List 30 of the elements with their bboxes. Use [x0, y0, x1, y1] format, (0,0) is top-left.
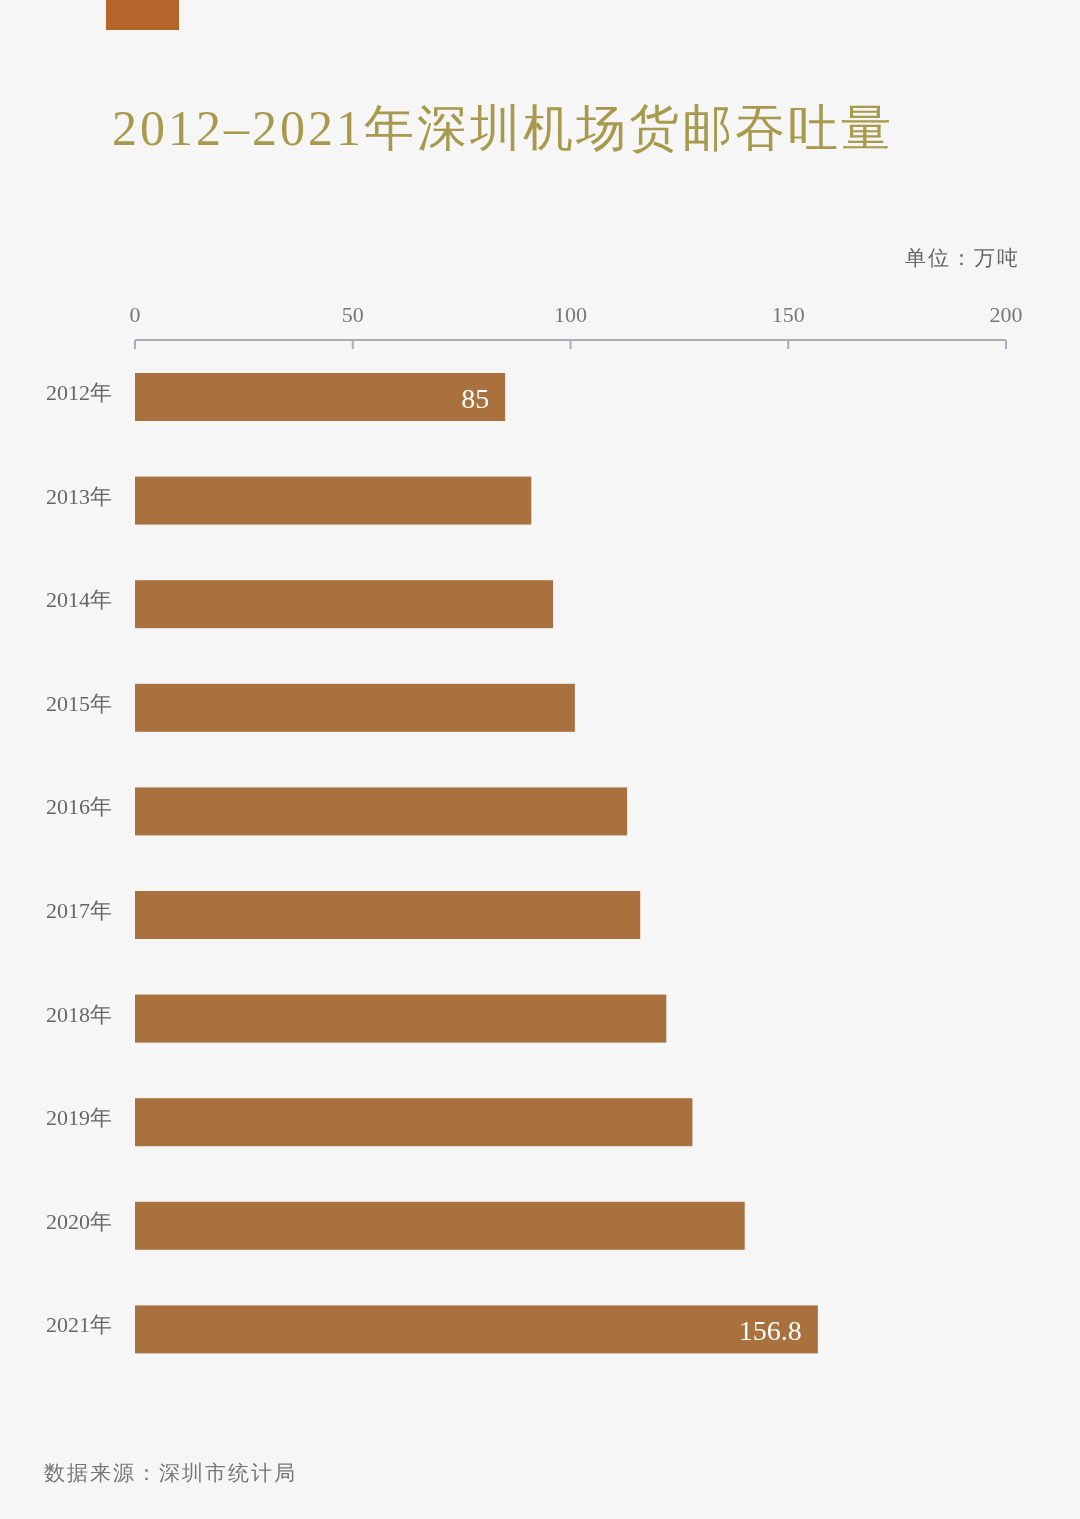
bar: [135, 1201, 745, 1250]
source-note: 数据来源：深圳市统计局: [44, 1461, 297, 1485]
x-tick-label: 150: [771, 302, 805, 327]
bar: [135, 580, 554, 629]
y-tick-label: 2015年: [46, 690, 112, 716]
y-tick-label: 2020年: [46, 1208, 112, 1234]
x-axis-title: 单位：万吨: [905, 246, 1020, 270]
y-tick-label: 2012年: [46, 380, 112, 405]
y-tick-label: 2018年: [46, 1001, 112, 1027]
bar: [135, 891, 641, 939]
y-tick-label: 2016年: [46, 794, 112, 820]
x-tick-label: 200: [989, 302, 1023, 327]
x-tick-label: 50: [341, 302, 364, 327]
bar: [135, 1098, 693, 1147]
bar: [135, 1305, 818, 1354]
y-tick-label: 2014年: [46, 587, 112, 613]
data-label: 156.8: [738, 1315, 802, 1347]
x-tick-label: 0: [129, 302, 141, 327]
data-label: 85: [461, 383, 490, 414]
x-tick-label: 100: [554, 302, 587, 327]
bar: [135, 476, 532, 525]
y-tick-label: 2021年: [46, 1312, 112, 1338]
y-tick-label: 2019年: [46, 1105, 112, 1131]
bar: [135, 683, 575, 732]
y-tick-label: 2017年: [46, 898, 112, 923]
bar: [135, 373, 506, 421]
bar: [135, 994, 667, 1043]
y-tick-label: 2013年: [46, 483, 112, 509]
chart-title: 2012–2021年深圳机场货邮吞吐量: [112, 100, 894, 156]
bar: [135, 787, 628, 836]
